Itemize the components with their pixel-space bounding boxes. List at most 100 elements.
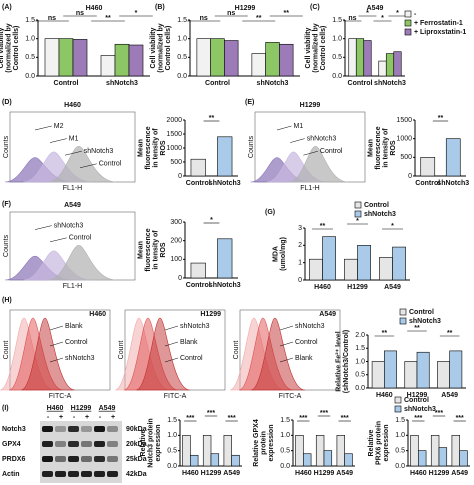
blot-band bbox=[94, 456, 105, 462]
legend-swatch bbox=[404, 28, 412, 36]
y-tick-label: 2 bbox=[298, 242, 302, 249]
y-tick-label: 0.5 bbox=[332, 54, 342, 61]
flow-title: A549 bbox=[319, 311, 336, 318]
lane-label: - bbox=[99, 414, 102, 421]
label-pointer bbox=[49, 138, 67, 143]
flow-label: Control bbox=[99, 161, 122, 168]
y-axis-label: Cell viability bbox=[0, 27, 5, 68]
significance-label: ns bbox=[200, 15, 208, 22]
bar bbox=[445, 138, 461, 177]
significance-label: * bbox=[135, 10, 138, 17]
y-axis-label: PRX6 protein bbox=[375, 421, 382, 465]
y-axis-label: Count bbox=[233, 341, 240, 360]
bar bbox=[451, 435, 460, 467]
x-tick-label: H1299 bbox=[407, 392, 428, 399]
y-axis-label: fluorescence bbox=[375, 126, 382, 169]
y-axis-label: Relative bbox=[368, 429, 375, 456]
y-axis-label: Counts bbox=[3, 234, 10, 257]
x-tick-label: Control bbox=[54, 80, 79, 87]
label-pointer bbox=[34, 125, 52, 131]
significance-label: * bbox=[391, 223, 394, 230]
bar bbox=[309, 258, 323, 281]
flow-label: Control bbox=[320, 148, 343, 155]
x-tick-label: H460 bbox=[295, 470, 312, 477]
y-tick-label: 1.0 bbox=[355, 358, 365, 365]
y-tick-label: 1.0 bbox=[177, 36, 187, 43]
panel-label: (D) bbox=[2, 99, 12, 106]
y-axis-label: ROS bbox=[390, 140, 397, 156]
size-label: 90kDa bbox=[126, 426, 147, 433]
flow-label: shNotch3 bbox=[84, 148, 114, 155]
significance-label: * bbox=[366, 10, 369, 17]
label-pointer bbox=[164, 357, 179, 363]
y-tick-label: 0 bbox=[408, 173, 412, 180]
y-axis-label: Mean bbox=[367, 139, 374, 157]
x-tick-label: H460 bbox=[182, 470, 199, 477]
significance-label: ** bbox=[256, 15, 262, 22]
bar bbox=[223, 435, 232, 467]
protein-label: Notch3 bbox=[2, 426, 26, 433]
x-tick-label: H1299 bbox=[429, 470, 450, 477]
size-label: 25kDa bbox=[126, 456, 147, 463]
y-tick-label: 1.5 bbox=[25, 17, 35, 24]
significance-label: ** bbox=[284, 10, 290, 17]
x-axis-label: FL1-H bbox=[63, 185, 82, 192]
blot-band bbox=[81, 441, 92, 447]
blot-band bbox=[68, 456, 79, 462]
legend-label: Control bbox=[404, 397, 429, 404]
y-axis-label: (shNotch3/Control) bbox=[343, 330, 350, 393]
significance-label: ns bbox=[227, 10, 235, 17]
bar bbox=[202, 435, 212, 467]
bar bbox=[336, 435, 345, 467]
y-tick-label: 1.5 bbox=[280, 417, 290, 424]
y-tick-label: 1.0 bbox=[25, 36, 35, 43]
flow-label: shNotch3 bbox=[54, 222, 84, 229]
label-pointer bbox=[34, 225, 52, 230]
y-axis-label: expression bbox=[155, 425, 162, 462]
bar bbox=[393, 51, 402, 77]
y-tick-label: 1000 bbox=[396, 136, 412, 143]
y-tick-label: 0.0 bbox=[177, 73, 187, 80]
y-tick-label: 0.0 bbox=[25, 73, 35, 80]
flow-label: Control bbox=[180, 355, 203, 362]
bar bbox=[418, 450, 427, 467]
significance-label: ** bbox=[414, 325, 420, 332]
y-axis-label: Relative bbox=[140, 429, 147, 456]
bar bbox=[385, 53, 395, 77]
bar bbox=[410, 435, 419, 467]
bar bbox=[379, 257, 393, 281]
y-axis-label: Count bbox=[118, 341, 125, 360]
bar bbox=[371, 361, 385, 389]
lane-label: + bbox=[59, 414, 63, 421]
x-tick-label: shNotch3 bbox=[106, 80, 138, 87]
bar bbox=[303, 453, 312, 467]
significance-label: * bbox=[210, 217, 213, 224]
label-pointer bbox=[49, 325, 64, 331]
y-axis-label: Notch3 protein bbox=[147, 418, 154, 467]
y-tick-label: 0.5 bbox=[167, 448, 177, 455]
label-pointer bbox=[49, 341, 64, 347]
x-tick-label: H1299 bbox=[347, 284, 368, 291]
bar bbox=[420, 157, 436, 177]
legend-label: + Liproxstatin-1 bbox=[414, 29, 466, 36]
chart-title: H1299 bbox=[235, 5, 256, 12]
x-tick-label: shNotch3 bbox=[209, 282, 241, 289]
y-tick-label: 500 bbox=[170, 159, 182, 166]
significance-label: *** bbox=[299, 415, 307, 422]
legend-label: shNotch3 bbox=[404, 406, 436, 413]
label-pointer bbox=[164, 341, 179, 347]
legend-swatch bbox=[399, 317, 407, 325]
bar bbox=[217, 238, 233, 279]
bar bbox=[344, 453, 353, 467]
bar bbox=[217, 136, 233, 177]
y-tick-label: 1.5 bbox=[355, 345, 365, 352]
y-tick-label: 1.0 bbox=[332, 36, 342, 43]
blot-band bbox=[107, 456, 118, 462]
y-axis-label: ROS bbox=[160, 140, 167, 156]
legend-swatch bbox=[354, 210, 362, 218]
bar bbox=[265, 42, 280, 77]
flow-histogram bbox=[289, 145, 349, 183]
protein-label: GPX4 bbox=[2, 441, 21, 448]
x-axis-label: FL1-H bbox=[63, 283, 82, 290]
y-axis-label: in tensity of bbox=[152, 128, 159, 168]
